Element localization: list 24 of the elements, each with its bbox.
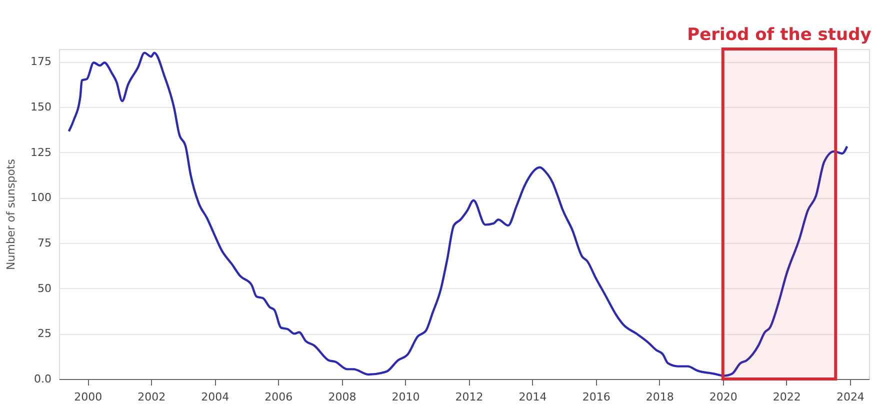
y-tick-label: 125 <box>30 146 52 159</box>
x-tick-label: 2018 <box>646 390 674 404</box>
y-tick-label: 0.0 <box>34 372 52 386</box>
y-tick-label: 150 <box>30 100 52 114</box>
x-tick-label: 2004 <box>201 390 230 404</box>
y-axis-title: Number of sunspots <box>4 158 18 270</box>
x-tick-label: 2024 <box>836 390 864 404</box>
x-tick-label: 2022 <box>772 390 801 404</box>
x-tick-label: 2008 <box>328 390 356 404</box>
x-tick-label: 2020 <box>709 390 738 404</box>
x-tick-label: 2014 <box>518 390 547 404</box>
x-tick-label: 2000 <box>74 390 102 404</box>
line-series <box>68 52 848 377</box>
band-label: Period of the study <box>687 25 872 45</box>
y-tick-label: 50 <box>38 282 52 295</box>
x-tick-label: 2012 <box>455 390 484 404</box>
y-tick-label: 100 <box>30 191 52 204</box>
y-tick-label: 75 <box>38 236 52 250</box>
x-tick-label: 2010 <box>392 390 420 404</box>
x-tick-label: 2016 <box>582 390 610 404</box>
y-tick-label: 175 <box>30 55 52 68</box>
x-tick-label: 2002 <box>138 390 166 404</box>
x-tick-label: 2006 <box>264 390 293 404</box>
y-tick-label: 25 <box>38 327 52 340</box>
